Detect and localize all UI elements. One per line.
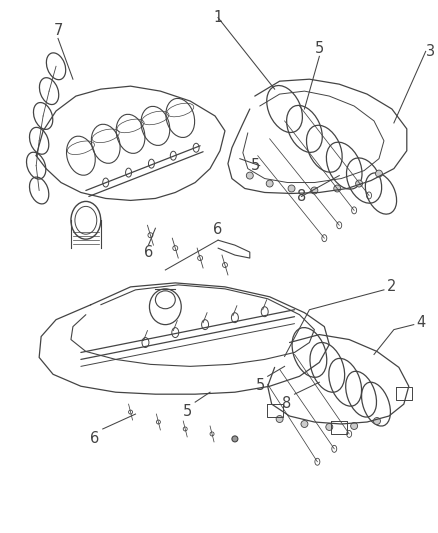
Ellipse shape xyxy=(334,185,341,192)
Text: 6: 6 xyxy=(89,431,99,446)
Ellipse shape xyxy=(266,180,273,187)
Text: 2: 2 xyxy=(387,279,396,294)
Text: 8: 8 xyxy=(282,396,292,411)
Ellipse shape xyxy=(375,170,382,177)
Text: 6: 6 xyxy=(144,245,153,260)
Text: 7: 7 xyxy=(53,23,63,38)
Text: 6: 6 xyxy=(213,222,223,237)
Ellipse shape xyxy=(374,417,381,424)
Text: 5: 5 xyxy=(315,42,324,56)
Ellipse shape xyxy=(288,185,295,192)
Text: 5: 5 xyxy=(255,378,265,393)
Text: 1: 1 xyxy=(213,10,223,25)
Ellipse shape xyxy=(311,187,318,194)
Ellipse shape xyxy=(356,180,363,187)
Ellipse shape xyxy=(351,423,357,430)
Text: 8: 8 xyxy=(297,189,306,204)
Ellipse shape xyxy=(276,416,283,423)
Text: 3: 3 xyxy=(426,44,435,59)
Ellipse shape xyxy=(326,424,333,431)
Ellipse shape xyxy=(232,436,238,442)
Text: 5: 5 xyxy=(183,404,192,419)
Ellipse shape xyxy=(246,172,253,179)
Ellipse shape xyxy=(301,421,308,427)
Text: 5: 5 xyxy=(251,158,260,173)
Text: 4: 4 xyxy=(417,315,426,330)
